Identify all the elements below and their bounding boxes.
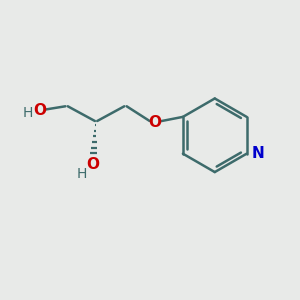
- Text: O: O: [34, 103, 46, 118]
- Text: N: N: [252, 146, 265, 161]
- Text: H: H: [22, 106, 33, 120]
- Text: O: O: [148, 115, 161, 130]
- Text: H: H: [77, 167, 87, 181]
- Text: O: O: [87, 157, 100, 172]
